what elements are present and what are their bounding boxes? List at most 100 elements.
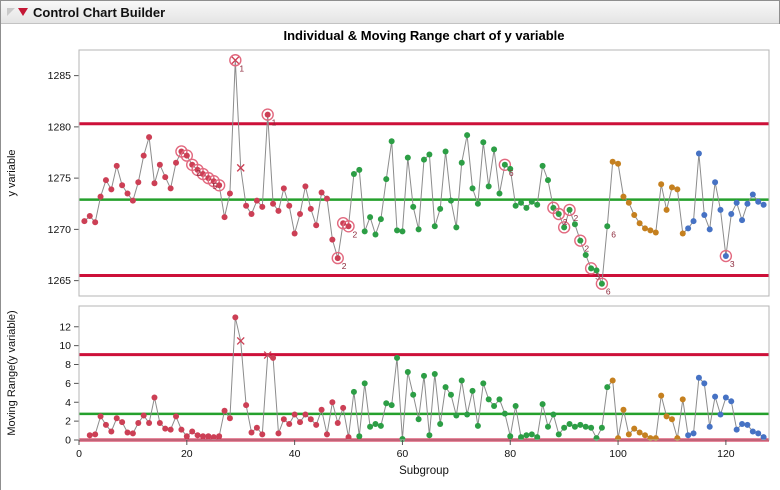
data-point[interactable] xyxy=(135,420,142,427)
data-point[interactable] xyxy=(421,372,427,379)
data-point[interactable] xyxy=(642,432,649,439)
data-point[interactable] xyxy=(625,431,632,438)
data-point[interactable] xyxy=(334,420,341,427)
data-point[interactable] xyxy=(119,182,126,189)
data-point[interactable] xyxy=(474,422,481,429)
data-point[interactable] xyxy=(491,146,498,153)
data-point[interactable] xyxy=(356,433,363,440)
data-point[interactable] xyxy=(102,177,109,184)
data-point[interactable] xyxy=(102,421,109,428)
data-point[interactable] xyxy=(421,156,427,163)
outline-header[interactable]: Control Chart Builder xyxy=(1,1,779,24)
data-point[interactable] xyxy=(620,406,627,413)
data-point[interactable] xyxy=(464,132,471,139)
data-point[interactable] xyxy=(404,154,411,161)
data-point[interactable] xyxy=(512,202,519,209)
data-point[interactable] xyxy=(189,428,196,435)
data-point[interactable] xyxy=(555,211,562,217)
data-point[interactable] xyxy=(437,205,444,212)
data-point[interactable] xyxy=(426,151,433,158)
data-point[interactable] xyxy=(728,398,735,405)
data-point[interactable] xyxy=(210,434,217,441)
data-point[interactable] xyxy=(464,411,471,418)
data-point[interactable] xyxy=(631,212,638,219)
data-point[interactable] xyxy=(253,197,260,204)
data-point[interactable] xyxy=(458,377,465,384)
data-point[interactable] xyxy=(372,231,379,238)
data-point[interactable] xyxy=(280,416,287,423)
data-point[interactable] xyxy=(712,393,719,400)
data-point[interactable] xyxy=(156,420,163,427)
data-point[interactable] xyxy=(755,430,762,437)
data-point[interactable] xyxy=(92,219,99,226)
data-point[interactable] xyxy=(474,200,481,207)
data-point[interactable] xyxy=(350,171,357,178)
data-point[interactable] xyxy=(728,211,735,217)
data-point[interactable] xyxy=(604,384,611,391)
data-point[interactable] xyxy=(701,380,708,387)
data-point[interactable] xyxy=(410,203,417,210)
data-point[interactable] xyxy=(744,421,751,428)
data-point[interactable] xyxy=(679,396,686,403)
data-point[interactable] xyxy=(286,202,293,209)
data-point[interactable] xyxy=(394,354,401,361)
data-point[interactable] xyxy=(755,198,762,205)
data-point[interactable] xyxy=(722,394,729,401)
data-point[interactable] xyxy=(297,419,304,426)
excluded-x-marker[interactable] xyxy=(263,351,272,360)
data-point[interactable] xyxy=(722,253,729,260)
data-point[interactable] xyxy=(447,197,454,204)
data-point[interactable] xyxy=(566,420,573,427)
data-point[interactable] xyxy=(275,430,282,437)
data-point[interactable] xyxy=(609,158,616,165)
data-point[interactable] xyxy=(491,403,498,410)
data-point[interactable] xyxy=(199,433,206,440)
data-point[interactable] xyxy=(173,413,180,420)
data-point[interactable] xyxy=(706,226,713,233)
data-point[interactable] xyxy=(178,426,185,433)
data-point[interactable] xyxy=(507,433,514,440)
data-point[interactable] xyxy=(739,217,746,224)
data-point[interactable] xyxy=(367,423,374,430)
data-point[interactable] xyxy=(437,420,444,427)
data-point[interactable] xyxy=(663,206,670,213)
data-point[interactable] xyxy=(469,185,476,192)
data-point[interactable] xyxy=(151,394,158,401)
data-point[interactable] xyxy=(577,421,584,428)
data-point[interactable] xyxy=(124,429,131,436)
data-point[interactable] xyxy=(350,388,357,395)
data-point[interactable] xyxy=(690,430,697,437)
data-point[interactable] xyxy=(259,203,266,210)
data-point[interactable] xyxy=(571,423,578,430)
data-point[interactable] xyxy=(216,433,223,440)
data-point[interactable] xyxy=(496,190,503,197)
data-point[interactable] xyxy=(658,181,665,188)
data-point[interactable] xyxy=(561,224,568,231)
data-point[interactable] xyxy=(501,161,508,168)
outline-collapse-icon[interactable] xyxy=(7,8,15,16)
data-point[interactable] xyxy=(442,148,449,155)
data-point[interactable] xyxy=(625,199,632,206)
data-point[interactable] xyxy=(297,211,304,217)
data-point[interactable] xyxy=(313,222,320,229)
data-point[interactable] xyxy=(410,391,417,398)
data-point[interactable] xyxy=(528,198,535,205)
data-point[interactable] xyxy=(717,411,724,418)
data-point[interactable] xyxy=(226,190,233,197)
excluded-x-marker[interactable] xyxy=(236,163,245,172)
data-point[interactable] xyxy=(668,184,675,191)
data-point[interactable] xyxy=(447,391,454,398)
data-point[interactable] xyxy=(151,180,158,187)
data-point[interactable] xyxy=(555,431,562,438)
data-point[interactable] xyxy=(302,183,309,190)
data-point[interactable] xyxy=(658,392,665,399)
data-point[interactable] xyxy=(604,223,611,230)
data-point[interactable] xyxy=(388,402,395,409)
data-point[interactable] xyxy=(97,193,104,200)
data-point[interactable] xyxy=(695,374,702,381)
data-point[interactable] xyxy=(588,424,595,431)
data-point[interactable] xyxy=(404,369,411,376)
data-point[interactable] xyxy=(749,191,756,198)
data-point[interactable] xyxy=(92,431,99,438)
data-point[interactable] xyxy=(221,214,228,221)
